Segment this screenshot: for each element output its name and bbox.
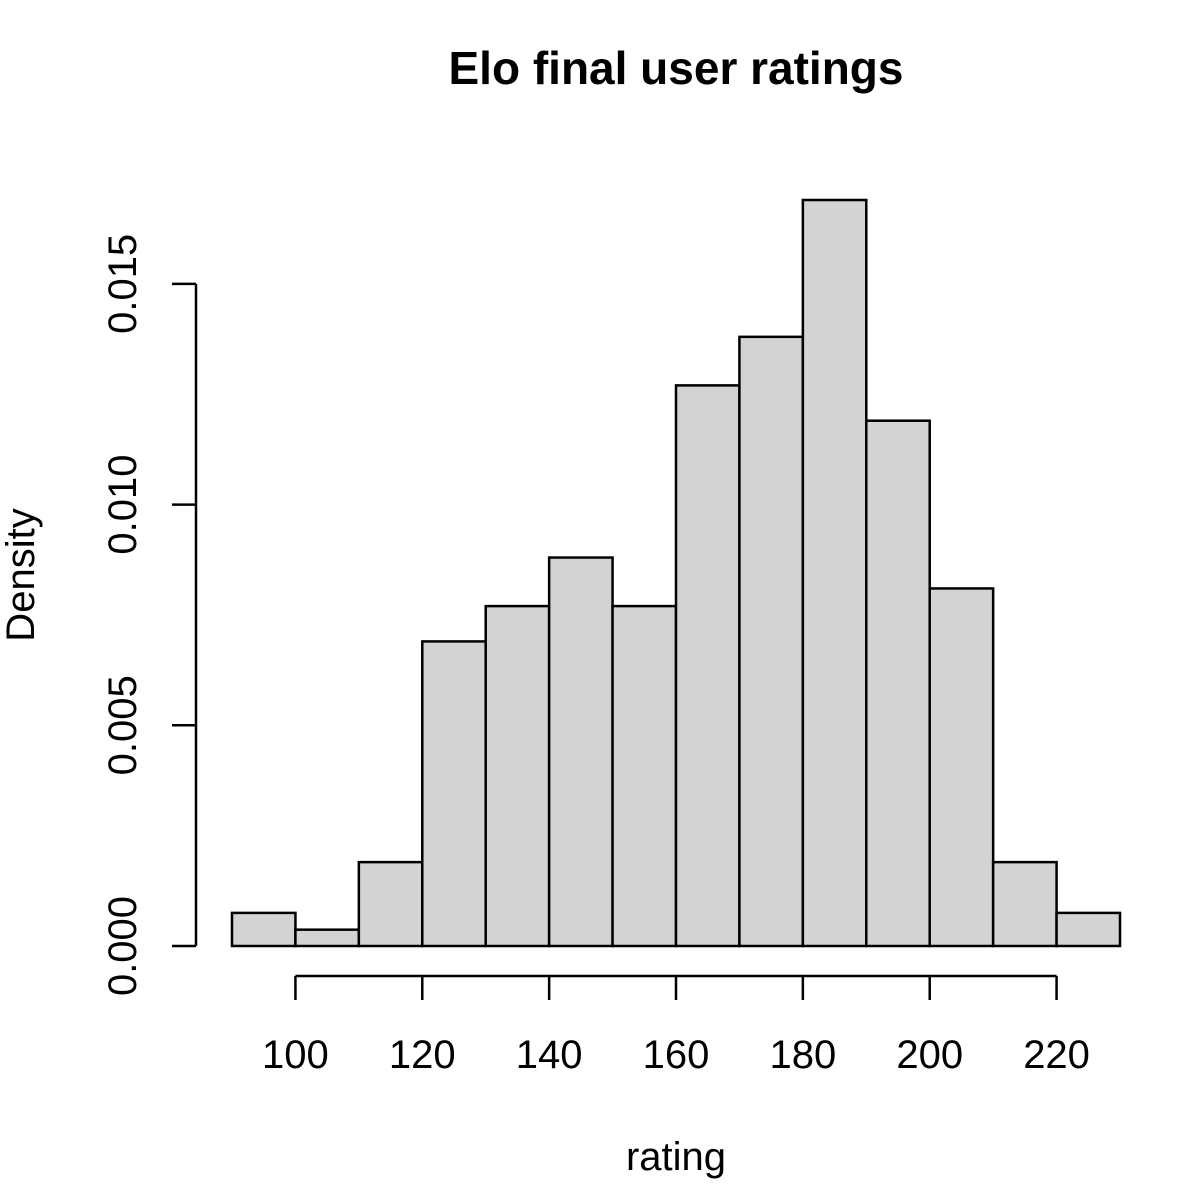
x-axis-label: rating <box>626 1135 726 1179</box>
x-axis: 100 120 140 160 180 200 220 <box>262 974 1090 1077</box>
y-tick-label: 0.000 <box>101 896 145 996</box>
x-tick-label: 100 <box>262 1033 329 1077</box>
x-tick-label: 180 <box>769 1033 836 1077</box>
histogram-bar <box>865 419 931 948</box>
y-axis: 0.000 0.005 0.010 0.015 <box>101 234 198 996</box>
histogram-bar <box>674 384 741 948</box>
y-axis-label: Density <box>0 508 43 641</box>
x-tick-label: 200 <box>896 1033 963 1077</box>
chart-title: Elo final user ratings <box>449 42 904 94</box>
histogram-bar <box>801 198 868 948</box>
histogram-bar <box>421 640 487 948</box>
histogram-bar <box>294 928 361 948</box>
x-tick-label: 160 <box>643 1033 710 1077</box>
histogram-bar <box>928 587 995 948</box>
histogram-bar <box>738 335 805 948</box>
histogram-bar <box>230 911 297 948</box>
x-tick-label: 120 <box>389 1033 456 1077</box>
y-tick-label: 0.015 <box>101 234 145 334</box>
histogram-bar <box>611 604 678 948</box>
x-tick-label: 220 <box>1023 1033 1090 1077</box>
x-tick-label: 140 <box>516 1033 583 1077</box>
bars-group <box>230 198 1122 948</box>
histogram-bar <box>547 556 614 948</box>
histogram-bar <box>991 860 1058 948</box>
y-tick-label: 0.010 <box>101 455 145 555</box>
histogram-bar <box>484 604 551 948</box>
y-tick-label: 0.005 <box>101 675 145 775</box>
histogram-bar <box>1055 911 1122 948</box>
histogram-bar <box>357 860 424 948</box>
